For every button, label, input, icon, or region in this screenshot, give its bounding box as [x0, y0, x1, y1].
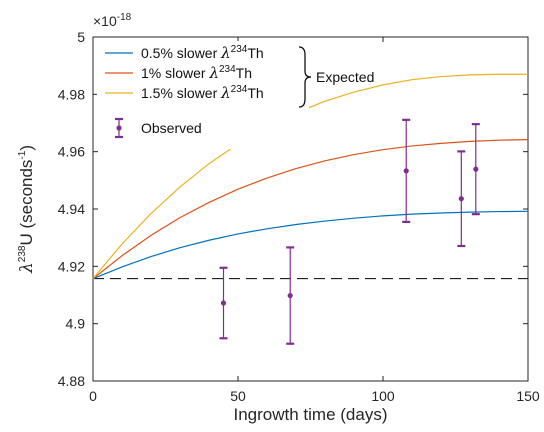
- axis-ticks: 0 50 100 150 4.88 4.9 4.92 4.94 4.96 4.98 5: [58, 29, 540, 404]
- series-line-3: [92, 73, 528, 280]
- y-axis-title-sup: 238: [17, 245, 28, 262]
- legend-label-1: 0.5% slower λ234Th: [141, 44, 264, 62]
- y-axis-exponent-base: ×10: [93, 13, 117, 29]
- y-axis-exponent: ×10-18: [93, 12, 132, 29]
- y-axis-title-mid: U (seconds: [17, 160, 36, 246]
- x-tick-label: 50: [230, 388, 246, 404]
- observed-layer: [219, 118, 480, 345]
- legend-label-symbol: λ: [220, 44, 231, 62]
- y-tick-label: 4.98: [58, 86, 85, 102]
- y-tick-label: 4.94: [58, 201, 85, 217]
- legend-label-suffix: Th: [247, 45, 263, 61]
- y-axis-exponent-power: -18: [117, 12, 132, 23]
- legend-label-2: 1% slower λ234Th: [141, 64, 252, 82]
- y-tick-label: 4.96: [58, 144, 85, 160]
- legend-group-label: Expected: [316, 69, 374, 85]
- legend-observed-marker: [116, 125, 122, 131]
- legend-label-3: 1.5% slower λ234Th: [141, 84, 264, 102]
- x-tick-label: 0: [89, 388, 97, 404]
- y-tick-label: 4.88: [58, 373, 85, 389]
- y-axis-title-suffix: ): [17, 145, 36, 151]
- observed-marker: [458, 196, 464, 202]
- y-axis-title: λ238U (seconds-1): [17, 145, 37, 274]
- series-line-1: [92, 210, 529, 280]
- y-axis-title-sup2: -1: [17, 150, 28, 159]
- x-tick-label: 100: [371, 388, 395, 404]
- y-tick-label: 5: [77, 29, 85, 45]
- legend-label-prefix: 1% slower: [141, 65, 209, 81]
- legend-label-sup: 234: [231, 44, 248, 55]
- observed-point-4: [457, 150, 466, 248]
- y-tick-label: 4.9: [66, 316, 86, 332]
- legend-label-sup: 234: [231, 84, 248, 95]
- legend-label-prefix: 1.5% slower: [141, 85, 221, 101]
- legend-label-observed: Observed: [141, 120, 202, 136]
- legend-label-prefix: 0.5% slower: [141, 45, 221, 61]
- series-layer: [92, 73, 529, 280]
- series-line-2: [92, 139, 529, 280]
- observed-marker: [403, 168, 409, 174]
- observed-point-1: [219, 266, 228, 340]
- y-tick-label: 4.92: [58, 258, 85, 274]
- x-axis-title: Ingrowth time (days): [234, 405, 388, 424]
- legend-label-sup: 234: [219, 64, 236, 75]
- x-tick-label: 150: [516, 388, 540, 404]
- observed-marker: [473, 166, 479, 172]
- observed-point-3: [402, 118, 411, 223]
- observed-marker: [287, 292, 293, 299]
- observed-marker: [220, 300, 227, 306]
- observed-point-5: [471, 123, 480, 216]
- y-axis-title-symbol: λ: [17, 262, 37, 274]
- legend-label-suffix: Th: [236, 65, 252, 81]
- legend-box: [97, 41, 309, 149]
- observed-point-2: [286, 246, 295, 345]
- legend-brace: [298, 46, 312, 108]
- legend-label-symbol: λ: [220, 84, 231, 102]
- legend-label-symbol: λ: [208, 64, 219, 82]
- legend-label-suffix: Th: [247, 85, 263, 101]
